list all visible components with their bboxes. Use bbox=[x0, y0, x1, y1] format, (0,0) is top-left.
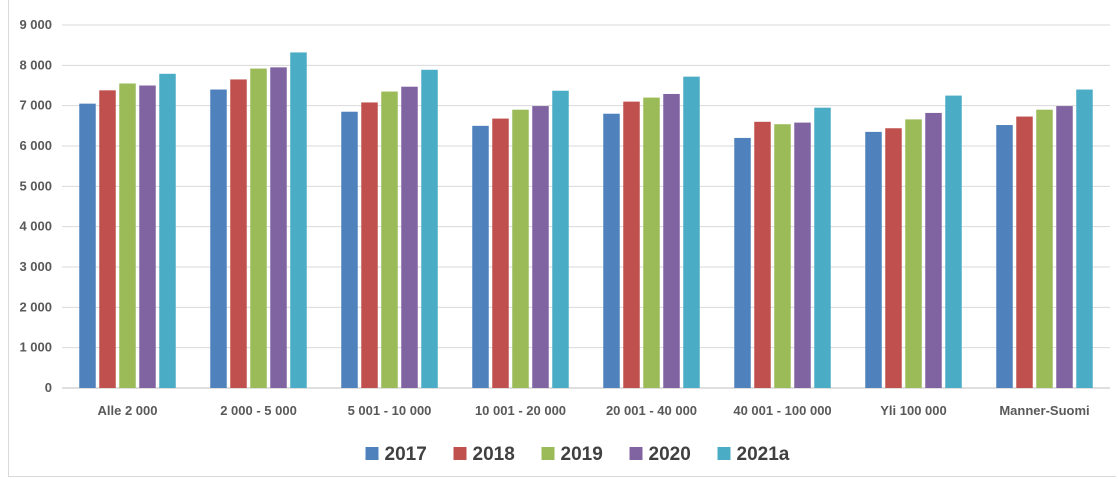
legend-item-2021a: 2021a bbox=[717, 444, 790, 465]
legend-swatch bbox=[717, 447, 731, 460]
bar-2019-3 bbox=[512, 109, 529, 388]
bar-2021a-3 bbox=[552, 90, 569, 388]
legend-label: 2018 bbox=[473, 444, 515, 465]
bar-2020-2 bbox=[401, 86, 418, 389]
y-tick-label: 6 000 bbox=[19, 138, 52, 153]
y-tick-label: 9 000 bbox=[19, 17, 52, 32]
y-tick-label: 5 000 bbox=[19, 178, 52, 193]
bar-2020-0 bbox=[139, 85, 156, 388]
bar-2020-1 bbox=[270, 67, 287, 388]
bar-2020-7 bbox=[1056, 106, 1073, 388]
legend-label: 2017 bbox=[385, 444, 427, 465]
bar-2017-2 bbox=[341, 111, 358, 388]
bar-2018-6 bbox=[885, 128, 902, 388]
bar-2018-4 bbox=[623, 101, 640, 388]
bar-2017-0 bbox=[79, 103, 96, 389]
legend-swatch bbox=[453, 447, 467, 460]
bar-2018-0 bbox=[99, 90, 116, 388]
category-label: 2 000 - 5 000 bbox=[220, 403, 297, 418]
y-tick-label: 2 000 bbox=[19, 299, 52, 314]
bar-2021a-2 bbox=[421, 69, 438, 389]
y-tick-label: 8 000 bbox=[19, 57, 52, 72]
bar-2018-5 bbox=[754, 121, 771, 389]
bar-2017-6 bbox=[865, 131, 882, 388]
bar-2020-5 bbox=[794, 122, 811, 389]
bars bbox=[79, 52, 1093, 389]
legend-swatch bbox=[629, 447, 643, 460]
category-label: Alle 2 000 bbox=[98, 403, 158, 418]
bar-2019-2 bbox=[381, 91, 398, 389]
bar-2019-7 bbox=[1036, 109, 1053, 388]
y-tick-label: 4 000 bbox=[19, 219, 52, 234]
bar-2017-1 bbox=[210, 89, 227, 389]
x-axis-category-labels: Alle 2 000 2 000 - 5 000 5 001 - 10 000 10 … bbox=[98, 403, 1090, 418]
bar-2019-1 bbox=[250, 68, 267, 388]
bar-2021a-1 bbox=[290, 52, 307, 388]
bar-2021a-6 bbox=[945, 95, 962, 388]
category-label: Manner-Suomi bbox=[999, 403, 1089, 418]
bar-2019-5 bbox=[774, 124, 791, 388]
bar-2021a-7 bbox=[1076, 89, 1093, 389]
legend: 2017 2018 2019 2020 2021a bbox=[365, 444, 790, 465]
bar-2019-0 bbox=[119, 83, 136, 388]
bar-2021a-5 bbox=[814, 107, 831, 388]
category-label: 20 001 - 40 000 bbox=[606, 403, 697, 418]
bar-2020-3 bbox=[532, 106, 549, 388]
legend-swatch bbox=[365, 447, 379, 460]
category-label: 5 001 - 10 000 bbox=[348, 403, 432, 418]
y-tick-label: 1 000 bbox=[19, 340, 52, 355]
category-label: Yli 100 000 bbox=[880, 403, 947, 418]
bar-2017-4 bbox=[603, 113, 620, 388]
bar-2021a-4 bbox=[683, 76, 700, 389]
legend-label: 2020 bbox=[649, 444, 691, 465]
bar-2018-3 bbox=[492, 118, 509, 388]
legend-swatch bbox=[541, 447, 555, 460]
category-label: 10 001 - 20 000 bbox=[475, 403, 566, 418]
y-tick-label: 3 000 bbox=[19, 259, 52, 274]
y-tick-label: 0 bbox=[45, 380, 52, 395]
legend-item-2020: 2020 bbox=[629, 444, 691, 465]
category-label: 40 001 - 100 000 bbox=[733, 403, 831, 418]
bar-2017-5 bbox=[734, 137, 751, 388]
legend-label: 2019 bbox=[561, 444, 603, 465]
y-axis-tick-labels: 0 1 000 2 000 3 000 4 000 5 000 6 000 7 000 8 00… bbox=[19, 17, 52, 395]
legend-item-2019: 2019 bbox=[541, 444, 603, 465]
chart-frame bbox=[8, 0, 1116, 477]
bar-2018-1 bbox=[230, 79, 247, 388]
bar-2019-4 bbox=[643, 97, 660, 388]
y-tick-label: 7 000 bbox=[19, 98, 52, 113]
bar-2017-3 bbox=[472, 125, 489, 388]
legend-label: 2021a bbox=[737, 444, 790, 465]
bar-2019-6 bbox=[905, 119, 922, 388]
bar-2020-4 bbox=[663, 93, 680, 388]
legend-item-2018: 2018 bbox=[453, 444, 515, 465]
bar-2017-7 bbox=[996, 125, 1013, 388]
bar-2018-2 bbox=[361, 102, 378, 388]
legend-item-2017: 2017 bbox=[365, 444, 427, 465]
bar-2020-6 bbox=[925, 112, 942, 388]
bar-2018-7 bbox=[1016, 116, 1033, 388]
bar-2021a-0 bbox=[159, 73, 176, 388]
